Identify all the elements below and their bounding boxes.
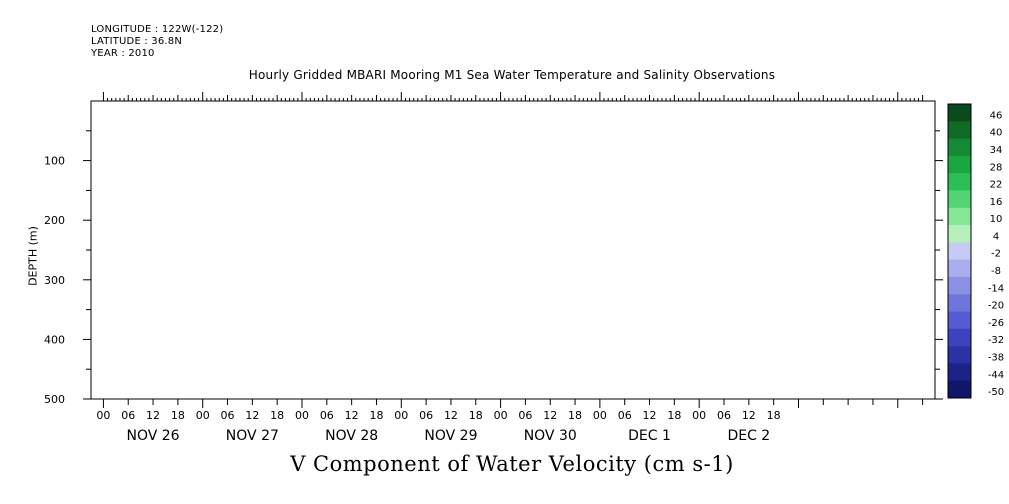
colorbar-swatch xyxy=(948,155,971,174)
colorbar-label: -8 xyxy=(991,266,1001,277)
year-label: YEAR : 2010 xyxy=(91,48,155,59)
x-hour-tick-label: 12 xyxy=(245,409,259,422)
x-hour-tick-label: 06 xyxy=(419,409,433,422)
colorbar-label: -2 xyxy=(991,249,1001,260)
x-hour-tick-label: 06 xyxy=(121,409,135,422)
x-hour-tick-label: 18 xyxy=(369,409,383,422)
heatmap-cells xyxy=(91,101,935,399)
axis-tick-labels: 100 200 300 400 500 00 06 12 18 00 06 12 18 00 06 12 18 0… xyxy=(44,155,781,444)
x-day-label: DEC 1 xyxy=(628,428,671,444)
x-hour-tick-label: 12 xyxy=(444,409,458,422)
colorbar-label: -20 xyxy=(988,301,1004,312)
colorbar-swatch xyxy=(948,121,971,139)
x-day-label: NOV 29 xyxy=(424,428,477,444)
x-hour-tick-label: 00 xyxy=(593,409,607,422)
colorbar-swatch xyxy=(948,173,971,191)
x-hour-tick-label: 00 xyxy=(196,409,210,422)
colorbar-swatch xyxy=(948,242,971,261)
x-hour-tick-label: 06 xyxy=(518,409,532,422)
x-day-label: DEC 2 xyxy=(727,428,770,444)
x-hour-tick-label: 06 xyxy=(221,409,235,422)
x-day-label: NOV 30 xyxy=(524,428,577,444)
x-hour-tick-label: 18 xyxy=(667,409,681,422)
colorbar-swatch xyxy=(948,346,971,364)
colorbar-swatch xyxy=(948,363,971,382)
x-hour-tick-label: 00 xyxy=(295,409,309,422)
colorbar-label: -14 xyxy=(988,283,1004,294)
chart-title: Hourly Gridded MBARI Mooring M1 Sea Wate… xyxy=(248,68,776,82)
y-tick-label: 300 xyxy=(44,274,65,287)
colorbar-label: -32 xyxy=(988,335,1004,346)
x-hour-tick-label: 18 xyxy=(270,409,284,422)
colorbar-label: -26 xyxy=(988,318,1004,329)
colorbar-label: -38 xyxy=(988,352,1004,363)
x-hour-tick-label: 00 xyxy=(394,409,408,422)
x-hour-tick-label: 12 xyxy=(146,409,160,422)
colorbar-swatch xyxy=(948,294,971,312)
x-hour-tick-label: 18 xyxy=(568,409,582,422)
colorbar-swatch xyxy=(948,225,971,243)
x-hour-tick-label: 06 xyxy=(320,409,334,422)
x-day-label: NOV 27 xyxy=(226,428,279,444)
x-hour-tick-label: 12 xyxy=(345,409,359,422)
longitude-label: LONGITUDE : 122W(-122) xyxy=(91,24,224,35)
latitude-label: LATITUDE : 36.8N xyxy=(91,36,183,47)
colorbar-label: 22 xyxy=(990,180,1003,191)
x-hour-tick-label: 06 xyxy=(618,409,632,422)
x-hour-tick-label: 18 xyxy=(171,409,185,422)
colorbar-label: 34 xyxy=(990,145,1003,156)
colorbar-swatch xyxy=(948,311,971,330)
colorbar-label: 40 xyxy=(990,128,1003,139)
x-hour-tick-label: 00 xyxy=(96,409,110,422)
colorbar-swatch xyxy=(948,380,971,399)
colorbar-swatch xyxy=(948,207,971,226)
x-hour-tick-label: 18 xyxy=(767,409,781,422)
colorbar-label: -50 xyxy=(988,387,1004,398)
x-hour-tick-label: 00 xyxy=(692,409,706,422)
axis-ticks xyxy=(83,92,943,408)
y-tick-label: 400 xyxy=(44,333,65,346)
x-hour-tick-label: 06 xyxy=(717,409,731,422)
colorbar-label: 4 xyxy=(993,231,999,242)
colorbar-swatch xyxy=(948,259,971,278)
colorbar-swatch xyxy=(948,328,971,347)
colorbar-label: -44 xyxy=(988,370,1004,381)
y-tick-label: 200 xyxy=(44,214,65,227)
x-hour-tick-label: 00 xyxy=(494,409,508,422)
colorbar-swatch xyxy=(948,190,971,209)
colorbar: 46 40 34 28 22 16 10 4 -2 -8 -14 -20 -26 -32 -38 -44 -50 xyxy=(947,103,1004,399)
x-axis-label: V Component of Water Velocity (cm s-1) xyxy=(290,452,734,476)
x-hour-tick-label: 12 xyxy=(543,409,557,422)
colorbar-swatch xyxy=(948,276,971,295)
x-hour-tick-label: 12 xyxy=(643,409,657,422)
y-tick-label: 100 xyxy=(44,155,65,168)
x-day-label: NOV 26 xyxy=(127,428,180,444)
x-day-label: NOV 28 xyxy=(325,428,378,444)
colorbar-label: 10 xyxy=(990,214,1003,225)
colorbar-label: 28 xyxy=(990,162,1003,173)
y-tick-label: 500 xyxy=(44,393,65,406)
colorbar-label: 46 xyxy=(990,110,1003,121)
x-hour-tick-label: 18 xyxy=(469,409,483,422)
colorbar-swatch xyxy=(948,104,971,122)
colorbar-label: 16 xyxy=(990,197,1003,208)
colorbar-swatch xyxy=(948,138,971,157)
x-hour-tick-label: 12 xyxy=(742,409,756,422)
